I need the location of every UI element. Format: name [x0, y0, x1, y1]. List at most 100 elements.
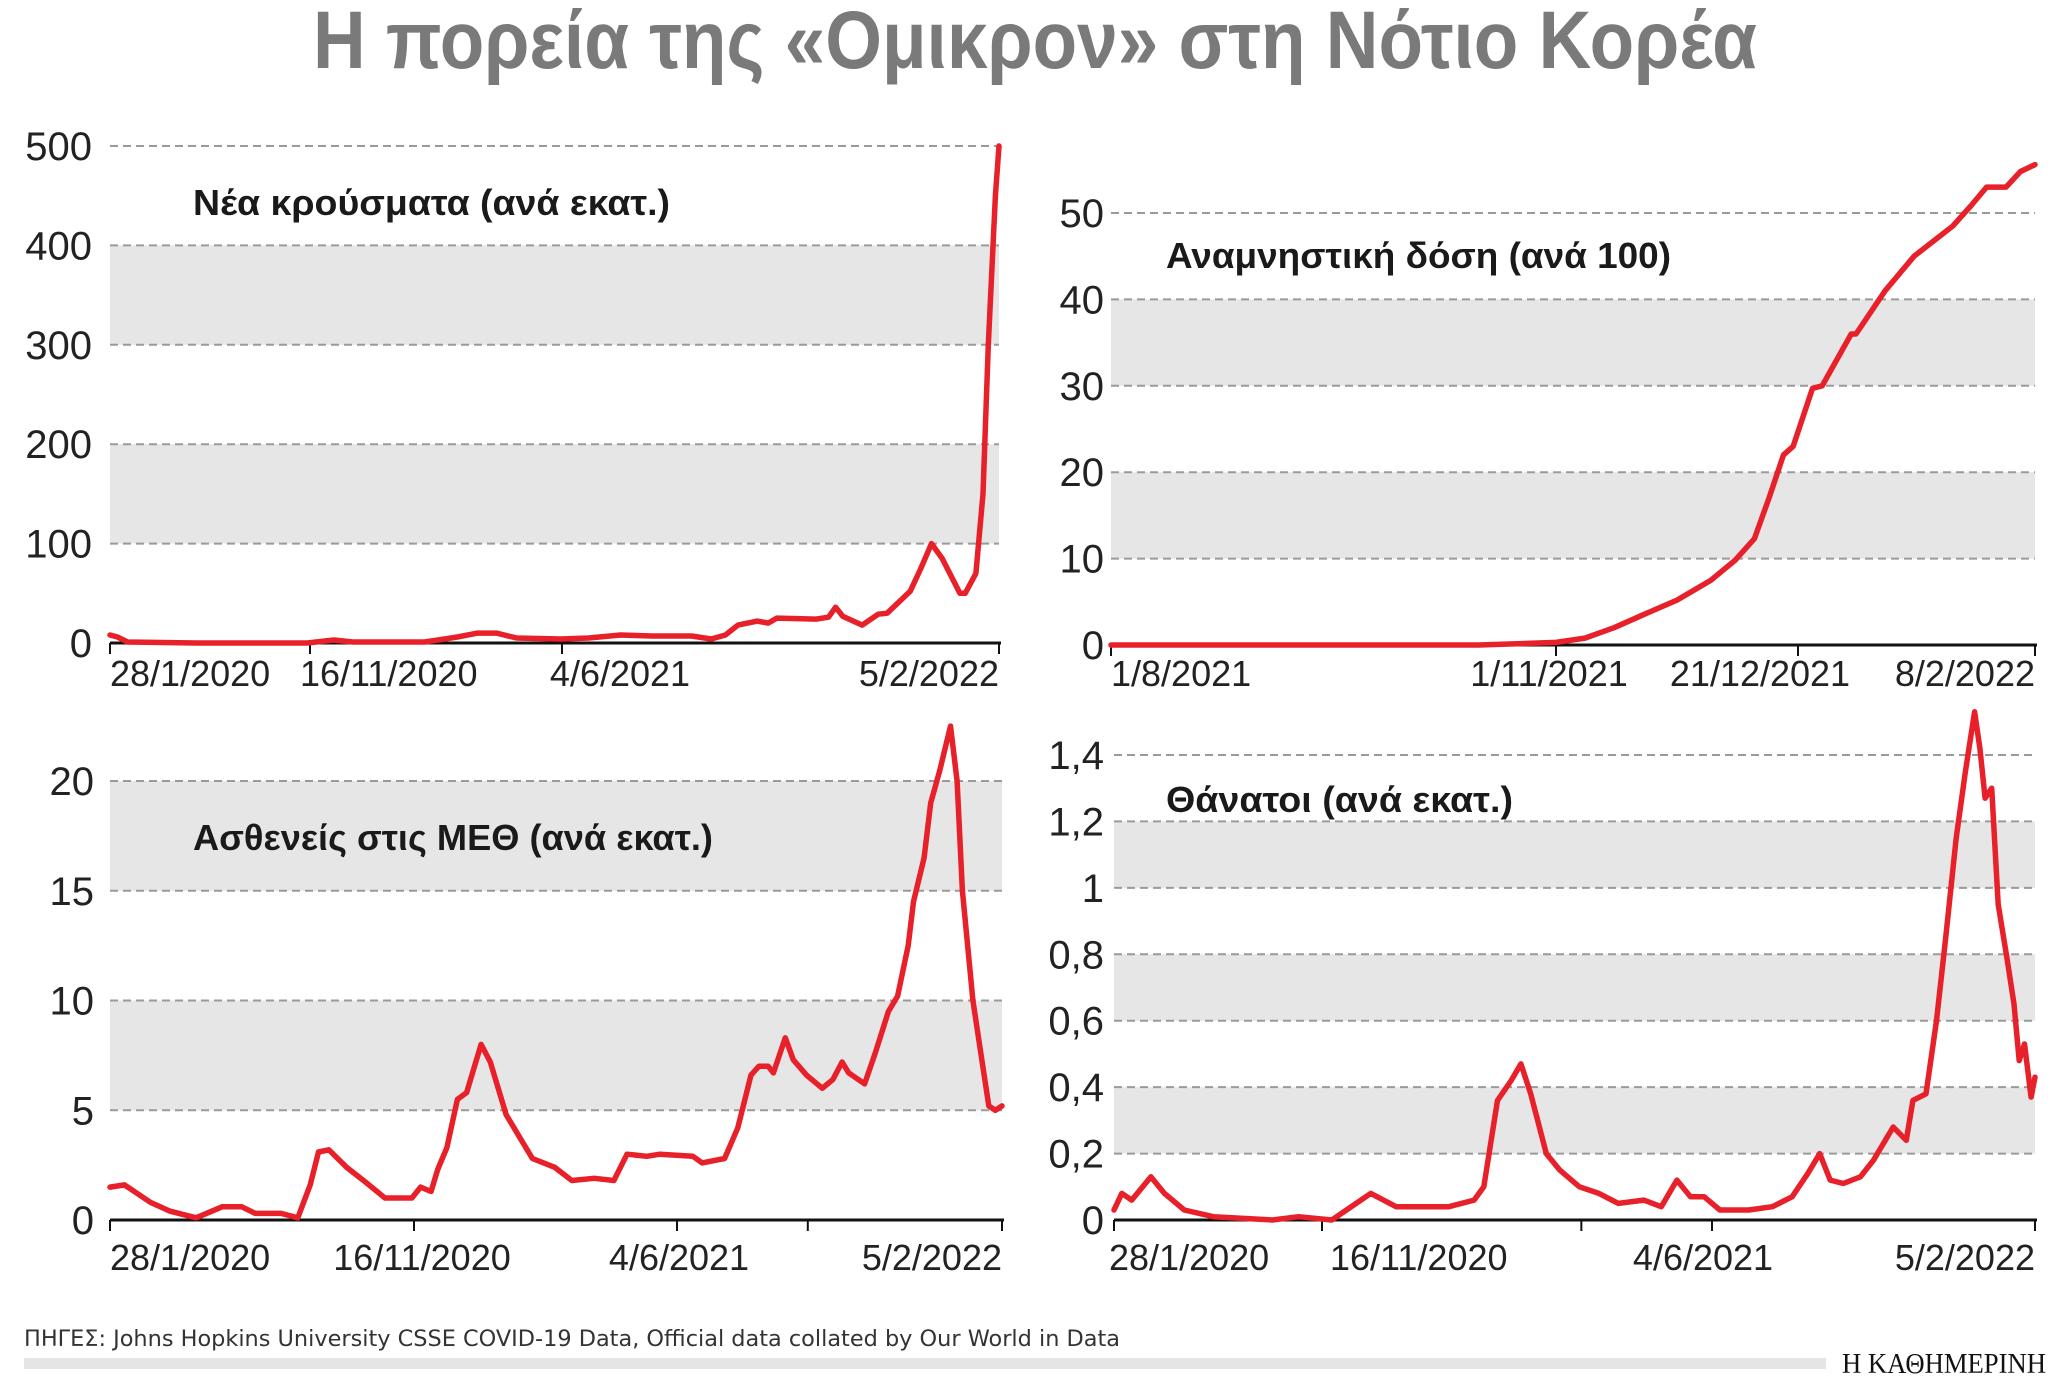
y-tick-label: 0: [1082, 1199, 1104, 1243]
data-point: [828, 616, 829, 618]
x-tick-label: 21/12/2021: [1670, 653, 1850, 694]
data-point: [127, 641, 129, 643]
data-point: [593, 1177, 595, 1179]
data-point: [1395, 1206, 1397, 1208]
data-point: [931, 543, 932, 545]
data-point: [571, 1180, 573, 1181]
shaded-band: [110, 1000, 1002, 1111]
y-tick-label: 50: [1060, 192, 1105, 236]
data-point: [1710, 579, 1712, 581]
x-tick-label: 4/6/2021: [550, 653, 690, 694]
data-point: [124, 1184, 125, 1186]
data-point: [972, 1000, 974, 1001]
data-point: [1150, 1176, 1152, 1178]
data-point: [864, 1083, 866, 1085]
y-tick-label: 400: [25, 224, 92, 268]
data-point: [848, 1072, 850, 1074]
data-point: [767, 622, 769, 624]
data-point: [554, 1166, 556, 1168]
data-point: [941, 558, 943, 559]
data-point: [756, 620, 758, 622]
data-point: [2034, 1076, 2036, 1078]
chart-title: Νέα κρούσματα (ανά εκατ.): [193, 182, 670, 223]
y-tick-label: 10: [1060, 538, 1105, 582]
y-tick-label: 20: [50, 760, 95, 804]
source-note: ΠΗΓΕΣ: Johns Hopkins University CSSE COV…: [24, 1327, 1120, 1352]
data-point: [613, 1180, 615, 1181]
data-point: [620, 634, 622, 636]
data-point: [1768, 497, 1770, 499]
data-point: [2005, 186, 2007, 188]
data-point: [109, 1186, 111, 1188]
data-point: [496, 632, 497, 634]
data-point: [784, 1037, 786, 1039]
data-point: [909, 590, 911, 592]
data-point: [430, 1191, 432, 1192]
data-point: [1719, 1209, 1721, 1211]
data-point: [842, 615, 844, 617]
y-tick-label: 0: [1082, 624, 1104, 668]
data-point: [1422, 1206, 1424, 1208]
y-tick-label: 0,2: [1048, 1133, 1104, 1177]
data-point: [2006, 960, 2008, 962]
data-point: [1971, 203, 1973, 205]
data-point: [861, 624, 863, 626]
data-point: [1771, 1206, 1773, 1208]
data-point: [1955, 837, 1957, 839]
data-point: [1829, 1179, 1831, 1181]
data-point: [456, 1098, 458, 1100]
data-point: [806, 1074, 807, 1076]
data-point: [886, 612, 888, 614]
data-point: [420, 1186, 422, 1188]
data-point: [109, 634, 111, 636]
data-point: [333, 639, 335, 641]
data-point: [1473, 1199, 1475, 1201]
data-point: [241, 1206, 243, 1208]
shaded-band: [110, 245, 999, 345]
data-point: [1859, 1176, 1861, 1178]
data-point: [626, 1153, 628, 1155]
data-point: [505, 1114, 507, 1116]
data-point: [2013, 1003, 2015, 1005]
data-point: [1892, 1126, 1894, 1128]
data-point: [309, 1184, 311, 1186]
data-point: [835, 606, 837, 608]
data-point: [1298, 1216, 1300, 1218]
data-point: [1807, 1173, 1809, 1174]
data-point: [982, 493, 984, 495]
data-point: [531, 1158, 533, 1159]
chart-title: Αναμνηστική δόση (ανά 100): [1166, 235, 1671, 276]
data-point: [437, 1169, 439, 1170]
data-point: [1131, 1199, 1133, 1201]
data-point: [1110, 644, 1112, 646]
x-tick-label: 4/6/2021: [1633, 1237, 1773, 1278]
y-tick-label: 0,8: [1048, 933, 1104, 977]
x-tick-label: 1/11/2021: [1470, 653, 1627, 694]
shaded-band: [1111, 299, 2035, 386]
data-point: [772, 1072, 774, 1074]
publisher-logo: Η ΚΑΘΗΜΕΡΙΝΗ: [1842, 1349, 2046, 1380]
data-point: [979, 1043, 980, 1045]
data-point: [841, 1061, 843, 1063]
x-tick-label: 16/11/2020: [1330, 1237, 1508, 1278]
data-point: [887, 1011, 889, 1012]
chart-title: Θάνατοι (ανά εκατ.): [1166, 779, 1513, 820]
data-point: [877, 613, 879, 615]
data-point: [1510, 1080, 1512, 1081]
data-point: [994, 1109, 996, 1111]
data-point: [832, 1079, 834, 1080]
data-point: [930, 802, 932, 804]
data-point: [411, 1197, 413, 1199]
x-tick-label: 5/2/2022: [859, 653, 999, 694]
data-point: [1520, 1063, 1522, 1065]
data-point: [1792, 445, 1794, 447]
data-point: [1598, 1192, 1600, 1194]
data-point: [994, 195, 996, 197]
data-point: [750, 1074, 752, 1076]
shaded-band: [1114, 954, 2035, 1021]
data-point: [2024, 1043, 2025, 1045]
data-point: [516, 637, 518, 639]
x-tick-label: 4/6/2021: [609, 1237, 749, 1278]
data-point: [815, 618, 817, 620]
